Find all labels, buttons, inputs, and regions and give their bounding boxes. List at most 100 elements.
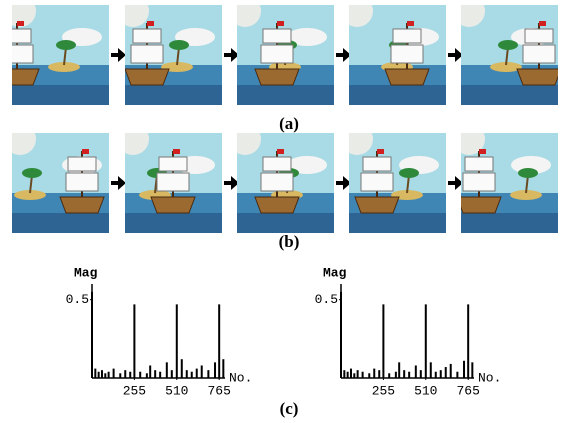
sun — [12, 133, 36, 155]
caption: (c) — [280, 399, 299, 418]
sea-dark — [461, 85, 558, 105]
hull — [150, 196, 196, 214]
palm-leaves — [22, 168, 42, 178]
x-tick-label: 255 — [123, 383, 146, 398]
sea-dark — [12, 85, 109, 105]
palm-leaves — [56, 40, 76, 50]
spectrum-chart: Mag No. 0.5 255 510 765 — [315, 265, 502, 398]
palm-leaves — [169, 40, 189, 50]
sail — [158, 156, 188, 172]
palm-trunk — [63, 46, 67, 66]
caption: (b) — [279, 232, 300, 251]
sun — [349, 5, 373, 27]
sail — [12, 28, 32, 44]
spectrum-chart: Mag No. 0.5 255 510 765 — [66, 265, 253, 398]
sea-dark — [237, 85, 334, 105]
sea-dark — [349, 213, 446, 233]
hull — [384, 68, 430, 86]
x-tick-label: 765 — [456, 383, 479, 398]
cloud — [287, 156, 327, 174]
frame — [125, 133, 222, 233]
sea-dark — [125, 85, 222, 105]
sail — [522, 44, 556, 64]
flag — [147, 21, 154, 26]
sun — [349, 133, 373, 155]
palm-trunk — [176, 46, 180, 66]
sea-dark — [125, 213, 222, 233]
flag — [407, 21, 414, 26]
frame — [125, 5, 222, 105]
sail — [360, 172, 394, 192]
sun — [237, 5, 261, 27]
frame — [237, 133, 334, 233]
sea-dark — [12, 213, 109, 233]
arrow — [336, 48, 351, 62]
sail — [262, 156, 292, 172]
frame — [461, 133, 558, 233]
frame — [349, 133, 446, 233]
arrow — [336, 176, 351, 190]
hull — [461, 196, 502, 214]
palm-trunk — [406, 174, 410, 194]
sail — [524, 28, 554, 44]
y-axis-label: Mag — [74, 265, 98, 280]
sun — [461, 133, 485, 155]
image-sequences — [12, 5, 558, 233]
x-axis-label: No. — [478, 370, 501, 385]
y-axis-label: Mag — [323, 265, 347, 280]
sail — [132, 28, 162, 44]
x-tick-label: 510 — [414, 383, 437, 398]
caption: (a) — [279, 114, 299, 133]
sea-dark — [461, 213, 558, 233]
x-axis-label: No. — [229, 370, 252, 385]
hull — [254, 68, 300, 86]
arrow — [111, 176, 126, 190]
sail — [390, 44, 424, 64]
sail — [464, 156, 494, 172]
flag — [17, 21, 24, 26]
sun — [237, 133, 261, 155]
palm-trunk — [525, 174, 529, 194]
frame — [12, 5, 109, 105]
hull — [12, 68, 40, 86]
arrow — [448, 176, 463, 190]
island — [510, 190, 542, 200]
flag — [277, 21, 284, 26]
frame — [349, 5, 446, 105]
y-tick-label: 0.5 — [66, 292, 89, 307]
arrow — [224, 176, 239, 190]
frame — [12, 133, 109, 233]
sun — [461, 5, 485, 27]
palm-leaves — [498, 40, 518, 50]
sail — [12, 44, 34, 64]
palm-trunk — [29, 174, 33, 194]
hull — [516, 68, 558, 86]
x-tick-label: 255 — [372, 383, 395, 398]
hull — [59, 196, 105, 214]
frame — [461, 5, 558, 105]
sail — [392, 28, 422, 44]
x-tick-label: 510 — [165, 383, 188, 398]
sail — [462, 172, 496, 192]
hull — [125, 68, 170, 86]
palm-trunk — [505, 46, 509, 66]
flag — [173, 149, 180, 154]
island — [14, 190, 46, 200]
arrow — [448, 48, 463, 62]
sail — [262, 28, 292, 44]
sail — [156, 172, 190, 192]
sail — [65, 172, 99, 192]
flag — [539, 21, 546, 26]
flag — [277, 149, 284, 154]
arrow — [224, 48, 239, 62]
sea-dark — [349, 85, 446, 105]
flag — [377, 149, 384, 154]
x-tick-label: 765 — [207, 383, 230, 398]
sail — [67, 156, 97, 172]
island — [48, 62, 80, 72]
sun — [125, 133, 149, 155]
island — [490, 62, 522, 72]
cloud — [287, 28, 327, 46]
